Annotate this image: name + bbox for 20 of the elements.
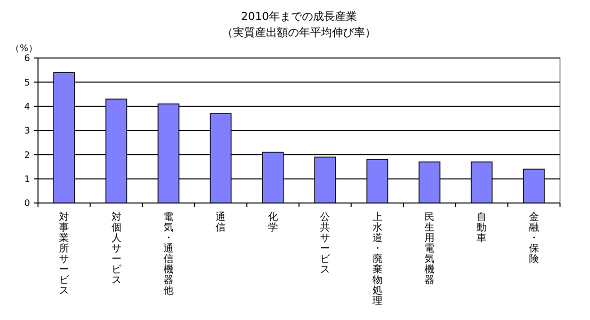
y-tick-label: 2 xyxy=(24,150,30,161)
chart-subtitle: （実質産出額の年平均伸び率） xyxy=(222,26,376,39)
x-tick-label: 民生用電気機器 xyxy=(424,212,434,286)
y-tick-label: 0 xyxy=(24,199,30,210)
x-tick-label: 電気・通信機器他 xyxy=(164,212,174,296)
x-tick-label: 対個人サービス xyxy=(111,211,122,286)
x-tick-label: 自動車 xyxy=(476,211,487,244)
y-tick-label: 6 xyxy=(24,54,30,64)
x-tick-label: 金融・保険 xyxy=(528,211,539,265)
chart-title: 2010年までの成長産業 xyxy=(241,10,357,23)
category-label: 上水道・廃棄物処理 xyxy=(372,212,382,307)
y-tick-label: 5 xyxy=(24,78,30,88)
x-tick-label: 通信 xyxy=(216,211,226,234)
y-tick-label: 1 xyxy=(24,174,30,185)
x-tick-label: 対事業所サービス xyxy=(59,211,70,296)
y-tick-label: 3 xyxy=(24,126,30,137)
x-tick-label: 公共サービス xyxy=(320,211,332,276)
x-tick-label: 化学 xyxy=(268,211,278,234)
y-tick-label: 4 xyxy=(24,102,30,112)
y-axis-title: （%） xyxy=(10,44,38,54)
